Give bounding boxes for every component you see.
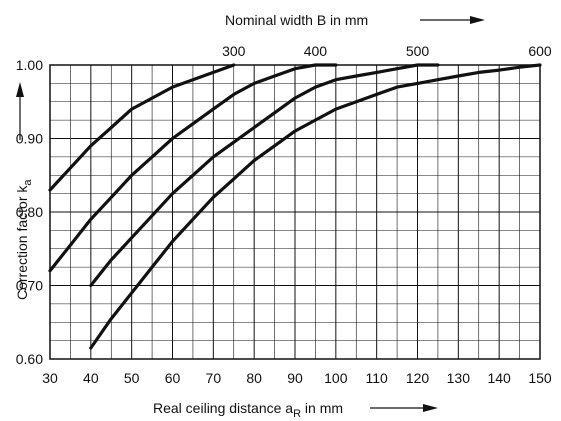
x-tick-label: 80 (246, 370, 262, 386)
y-tick-label: 1.00 (16, 57, 43, 73)
x-axis-label-prefix: Real ceiling distance a (153, 400, 293, 416)
y-axis-label-arrow-icon (16, 82, 24, 140)
x-axis-label-subscript: R (293, 408, 301, 420)
y-tick-label: 0.60 (16, 351, 43, 367)
x-tick-label: 150 (528, 370, 552, 386)
x-tick-label: 140 (487, 370, 511, 386)
x-axis-label-text: Real ceiling distance aR in mm (153, 400, 343, 420)
series-line-300 (48, 63, 236, 192)
y-axis-label-text: Correction factor ka (14, 179, 34, 300)
plot-frame (49, 64, 541, 360)
series-line-600 (89, 63, 542, 350)
series-label-600: 600 (528, 43, 552, 59)
series-labels: 300 400 500 600 (222, 43, 552, 59)
series-line-500 (89, 63, 440, 288)
x-axis-ticks: 30 40 50 60 70 80 90 100 110 120 130 140 150 (42, 370, 552, 386)
x-axis-label: Real ceiling distance aR in mm (153, 400, 438, 420)
top-label: Nominal width B in mm (225, 12, 485, 28)
x-axis-label-suffix: in mm (301, 400, 343, 416)
series-label-500: 500 (406, 43, 430, 59)
x-axis-label-arrow-icon (370, 404, 438, 412)
x-tick-label: 40 (83, 370, 99, 386)
y-tick-label: 0.70 (16, 278, 43, 294)
y-axis-label-prefix: Correction factor k (14, 185, 30, 300)
series-line-400 (48, 63, 338, 273)
x-tick-label: 70 (206, 370, 222, 386)
grid (49, 64, 541, 360)
y-axis-label-subscript: a (22, 179, 34, 186)
series-label-300: 300 (222, 43, 246, 59)
top-label-text: Nominal width B in mm (225, 12, 368, 28)
x-tick-label: 130 (447, 370, 471, 386)
series-label-400: 400 (304, 43, 328, 59)
x-tick-label: 120 (406, 370, 430, 386)
y-tick-label: 0.80 (16, 204, 43, 220)
y-tick-label: 0.90 (16, 131, 43, 147)
x-tick-label: 90 (287, 370, 303, 386)
x-tick-label: 100 (324, 370, 348, 386)
x-tick-label: 50 (124, 370, 140, 386)
x-tick-label: 60 (165, 370, 181, 386)
x-tick-label: 30 (42, 370, 58, 386)
y-axis-label: Correction factor ka (14, 82, 34, 300)
x-tick-label: 110 (366, 370, 389, 386)
top-label-arrow-icon (420, 16, 485, 24)
y-axis-ticks: 0.60 0.70 0.80 0.90 1.00 (16, 57, 43, 367)
series-lines (48, 63, 542, 350)
